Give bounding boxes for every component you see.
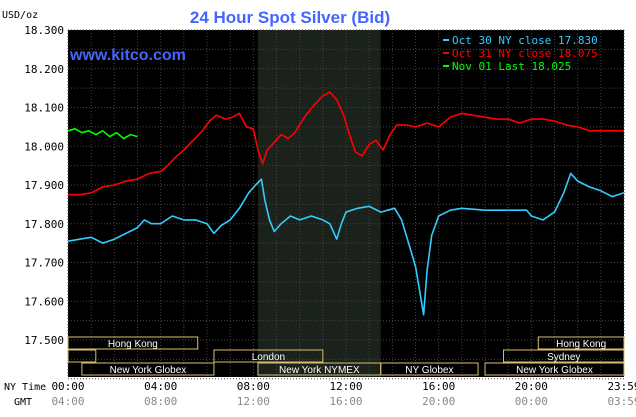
session-bar-outline xyxy=(67,349,97,363)
session-label: Hong Kong xyxy=(556,339,606,350)
session-label: New York Globex xyxy=(516,365,593,376)
session-bar: New York Globex xyxy=(484,362,625,376)
x-tick-label-ny: 12:00 xyxy=(329,380,362,393)
x-axis-tick-labels: 00:00 04:00 04:00 08:00 08:00 12:00 12:00 16:00… xyxy=(51,380,636,408)
x-tick-label-gmt: 03:59 xyxy=(607,395,636,408)
x-tick-label-gmt: 16:00 xyxy=(329,395,362,408)
x-tick-label-gmt: 08:00 xyxy=(144,395,177,408)
session-bar: Hong Kong xyxy=(537,336,625,350)
x-tick-label-ny: 16:00 xyxy=(422,380,455,393)
session-label: NY Globex xyxy=(405,365,453,376)
x-tick-label-ny: 08:00 xyxy=(237,380,270,393)
legend-entry: Oct 31 NY close 18.075 xyxy=(452,47,598,60)
y-tick-label: 17.800 xyxy=(24,218,64,231)
legend-entry: Oct 30 NY close 17.830 xyxy=(452,34,598,47)
x-tick-label-ny: 20:00 xyxy=(515,380,548,393)
chart-title: 24 Hour Spot Silver (Bid) xyxy=(190,8,390,27)
session-bar-outline xyxy=(537,336,625,350)
series-line xyxy=(67,128,138,140)
x-tick-label-gmt: 00:00 xyxy=(515,395,548,408)
session-bar-outline xyxy=(503,349,625,363)
session-bar-outline xyxy=(67,336,199,350)
x-tick-label-gmt: 12:00 xyxy=(237,395,270,408)
y-tick-label: 18.200 xyxy=(24,63,64,76)
session-bar: NY Globex xyxy=(380,362,479,376)
session-bar: Sydney xyxy=(503,349,625,363)
x-tick-label-gmt: 04:00 xyxy=(51,395,84,408)
y-tick-label: 17.700 xyxy=(24,257,64,270)
y-tick-label: 18.000 xyxy=(24,140,64,153)
y-tick-label: 17.500 xyxy=(24,334,64,347)
y-axis-tick-labels: 18.300 18.200 18.100 18.000 17.900 17.800 17.7… xyxy=(24,24,64,347)
x-tick-label-gmt: 20:00 xyxy=(422,395,455,408)
session-bar xyxy=(67,349,97,363)
session-label: Sydney xyxy=(547,352,580,363)
y-tick-label: 18.300 xyxy=(24,24,64,37)
session-bar-outline xyxy=(81,362,215,376)
session-bar: Hong Kong xyxy=(67,336,199,350)
session-bar: New York Globex xyxy=(81,362,215,376)
series-line xyxy=(68,91,624,196)
x-tick-label-ny: 23:59 xyxy=(607,380,636,393)
y-axis-unit-label: USD/oz xyxy=(2,10,38,21)
watermark-url: www.kitco.com xyxy=(69,47,186,64)
session-label: New York Globex xyxy=(110,365,187,376)
legend-entry: Nov 01 Last 18.025 xyxy=(452,60,571,73)
session-label: New York NYMEX xyxy=(279,365,360,376)
grid-lines xyxy=(67,29,625,380)
y-tick-label: 18.100 xyxy=(24,102,64,115)
y-tick-label: 17.900 xyxy=(24,179,64,192)
ny-time-label: NY Time xyxy=(4,382,46,393)
session-bar-outline xyxy=(213,349,324,363)
session-bar-outline xyxy=(380,362,479,376)
gmt-label: GMT xyxy=(14,397,32,408)
session-label: London xyxy=(252,352,285,363)
session-label: Hong Kong xyxy=(108,339,158,350)
x-tick-label-ny: 00:00 xyxy=(51,380,84,393)
series-line xyxy=(67,172,625,316)
y-tick-label: 17.600 xyxy=(24,295,64,308)
x-tick-label-ny: 04:00 xyxy=(144,380,177,393)
chart-timestamp: November 01, 2019 02:22 xyxy=(460,15,612,28)
price-series xyxy=(67,91,625,316)
market-session-bars: Hong Kong Hong Kong London Sydney New York G… xyxy=(67,336,625,376)
session-bar-outline xyxy=(484,362,625,376)
session-bar: London xyxy=(213,349,324,363)
